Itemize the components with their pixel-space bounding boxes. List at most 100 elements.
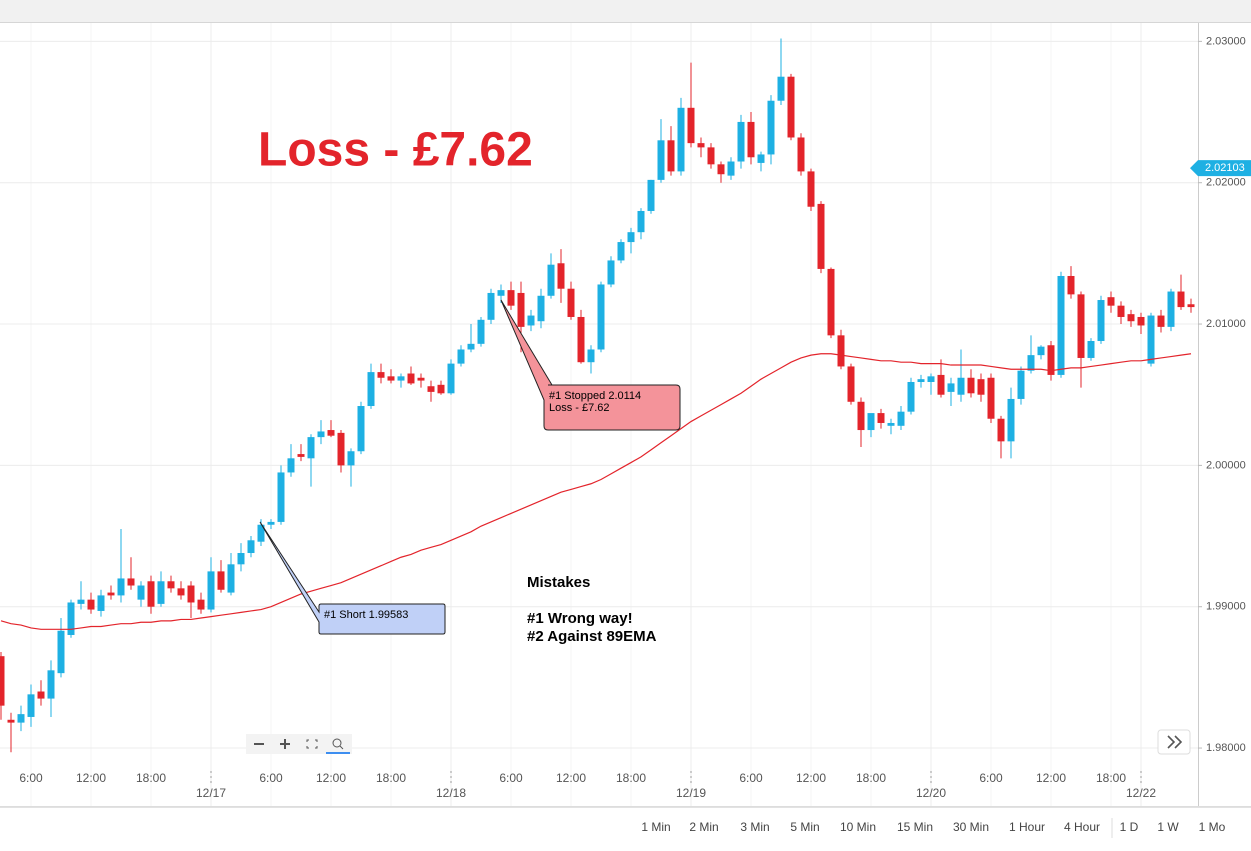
toolbar: 1 Min 2 Min 3 Min 5 Min 10 Min 15 Min 30 Min 1 …	[641, 818, 1226, 838]
timeframe-button[interactable]: 1 W	[1157, 820, 1179, 834]
candle-body	[287, 458, 295, 473]
candle-body	[1077, 294, 1085, 358]
zoom-in[interactable]	[280, 739, 290, 749]
fit-screen[interactable]	[306, 739, 318, 749]
x-tick-label: 6:00	[19, 771, 43, 785]
candle-body	[857, 401, 865, 431]
candle-body	[987, 377, 995, 419]
candle-body	[787, 76, 795, 138]
candle-body	[337, 432, 345, 466]
candle-body	[567, 288, 575, 317]
candle-body	[167, 581, 175, 589]
timeframe-button[interactable]: 3 Min	[740, 820, 769, 834]
y-tick-label: 2.00000	[1206, 459, 1246, 471]
timeframe-button[interactable]: 1 Hour	[1009, 820, 1045, 834]
candle-body	[137, 585, 145, 600]
candle-body	[57, 630, 65, 674]
candle-body	[1177, 291, 1185, 308]
zoom-reset[interactable]	[332, 738, 342, 748]
short-callout-text: #1 Short 1.99583	[324, 609, 408, 621]
x-tick-label: 6:00	[979, 771, 1003, 785]
candle-body	[547, 264, 555, 296]
zoom-controls	[246, 734, 352, 754]
candle-body	[267, 521, 275, 525]
last-price-label: 2.02103	[1205, 162, 1245, 174]
candle-body	[697, 143, 705, 148]
candle-body	[727, 161, 735, 176]
top-bar	[0, 0, 1251, 22]
candle-body	[557, 263, 565, 289]
candle-body	[757, 154, 765, 163]
candle-body	[97, 595, 105, 611]
timeframe-button[interactable]: 5 Min	[790, 820, 819, 834]
x-tick-label: 18:00	[136, 771, 166, 785]
timeframe-button[interactable]: 1 Min	[641, 820, 670, 834]
candle-body	[1087, 341, 1095, 358]
timeframe-button[interactable]: 15 Min	[897, 820, 933, 834]
x-date-label: 12/17	[196, 786, 226, 800]
candle-body	[927, 376, 935, 382]
x-tick-label: 6:00	[499, 771, 523, 785]
x-tick-label: 12:00	[796, 771, 826, 785]
x-tick-label: 12:00	[556, 771, 586, 785]
scroll-right[interactable]	[1157, 729, 1191, 755]
timeframe-button[interactable]: 30 Min	[953, 820, 989, 834]
candle-body	[67, 602, 75, 635]
candle-body	[247, 540, 255, 554]
mistake-item: #1 Wrong way!	[527, 610, 633, 627]
stopped-callout-text: Loss - £7.62	[549, 402, 610, 414]
candle-body	[907, 381, 915, 412]
candle-body	[397, 376, 405, 381]
candle-body	[707, 147, 715, 165]
candle-body	[1007, 398, 1015, 442]
stopped-callout-text: #1 Stopped 2.0114	[549, 390, 641, 402]
candle-body	[367, 372, 375, 407]
candle-body	[1097, 300, 1105, 342]
candle-body	[1037, 346, 1045, 356]
candle-body	[207, 571, 215, 610]
x-date-label: 12/22	[1126, 786, 1156, 800]
candle-body	[967, 377, 975, 394]
candle-body	[127, 578, 135, 586]
candle-body	[887, 422, 895, 426]
candle-body	[327, 430, 335, 436]
candle-body	[417, 377, 425, 381]
candle-body	[107, 592, 115, 596]
candle-body	[1137, 316, 1145, 326]
timeframe-button[interactable]: 4 Hour	[1064, 820, 1100, 834]
last-price-tag	[1190, 160, 1251, 177]
candle-body	[1057, 275, 1065, 375]
candle-body	[817, 203, 825, 269]
candle-body	[1107, 297, 1115, 306]
candle-body	[617, 242, 625, 261]
timeframe-button[interactable]: 1 Mo	[1199, 820, 1226, 834]
x-tick-label: 6:00	[259, 771, 283, 785]
candle-body	[627, 232, 635, 243]
candle-body	[537, 295, 545, 322]
candle-body	[1117, 305, 1125, 317]
timeframe-button[interactable]: 10 Min	[840, 820, 876, 834]
candle-body	[357, 406, 365, 452]
candle-body	[17, 714, 25, 723]
candle-body	[37, 691, 45, 699]
candle-body	[877, 413, 885, 423]
candle-body	[947, 383, 955, 392]
x-tick-label: 18:00	[376, 771, 406, 785]
candle-body	[297, 454, 305, 457]
zoom-bar	[246, 734, 352, 754]
timeframe-button[interactable]: 2 Min	[689, 820, 718, 834]
candle-body	[477, 319, 485, 344]
timeframe-button[interactable]: 1 D	[1120, 820, 1139, 834]
candle-body	[717, 164, 725, 175]
candle-body	[447, 363, 455, 394]
mistake-item: #2 Against 89EMA	[527, 628, 657, 645]
candle-body	[767, 100, 775, 155]
y-tick-label: 1.99000	[1206, 601, 1246, 613]
candle-body	[7, 719, 15, 723]
candle-body	[847, 366, 855, 402]
candle-body	[737, 121, 745, 162]
candle-body	[957, 377, 965, 395]
candle-body	[747, 121, 755, 158]
